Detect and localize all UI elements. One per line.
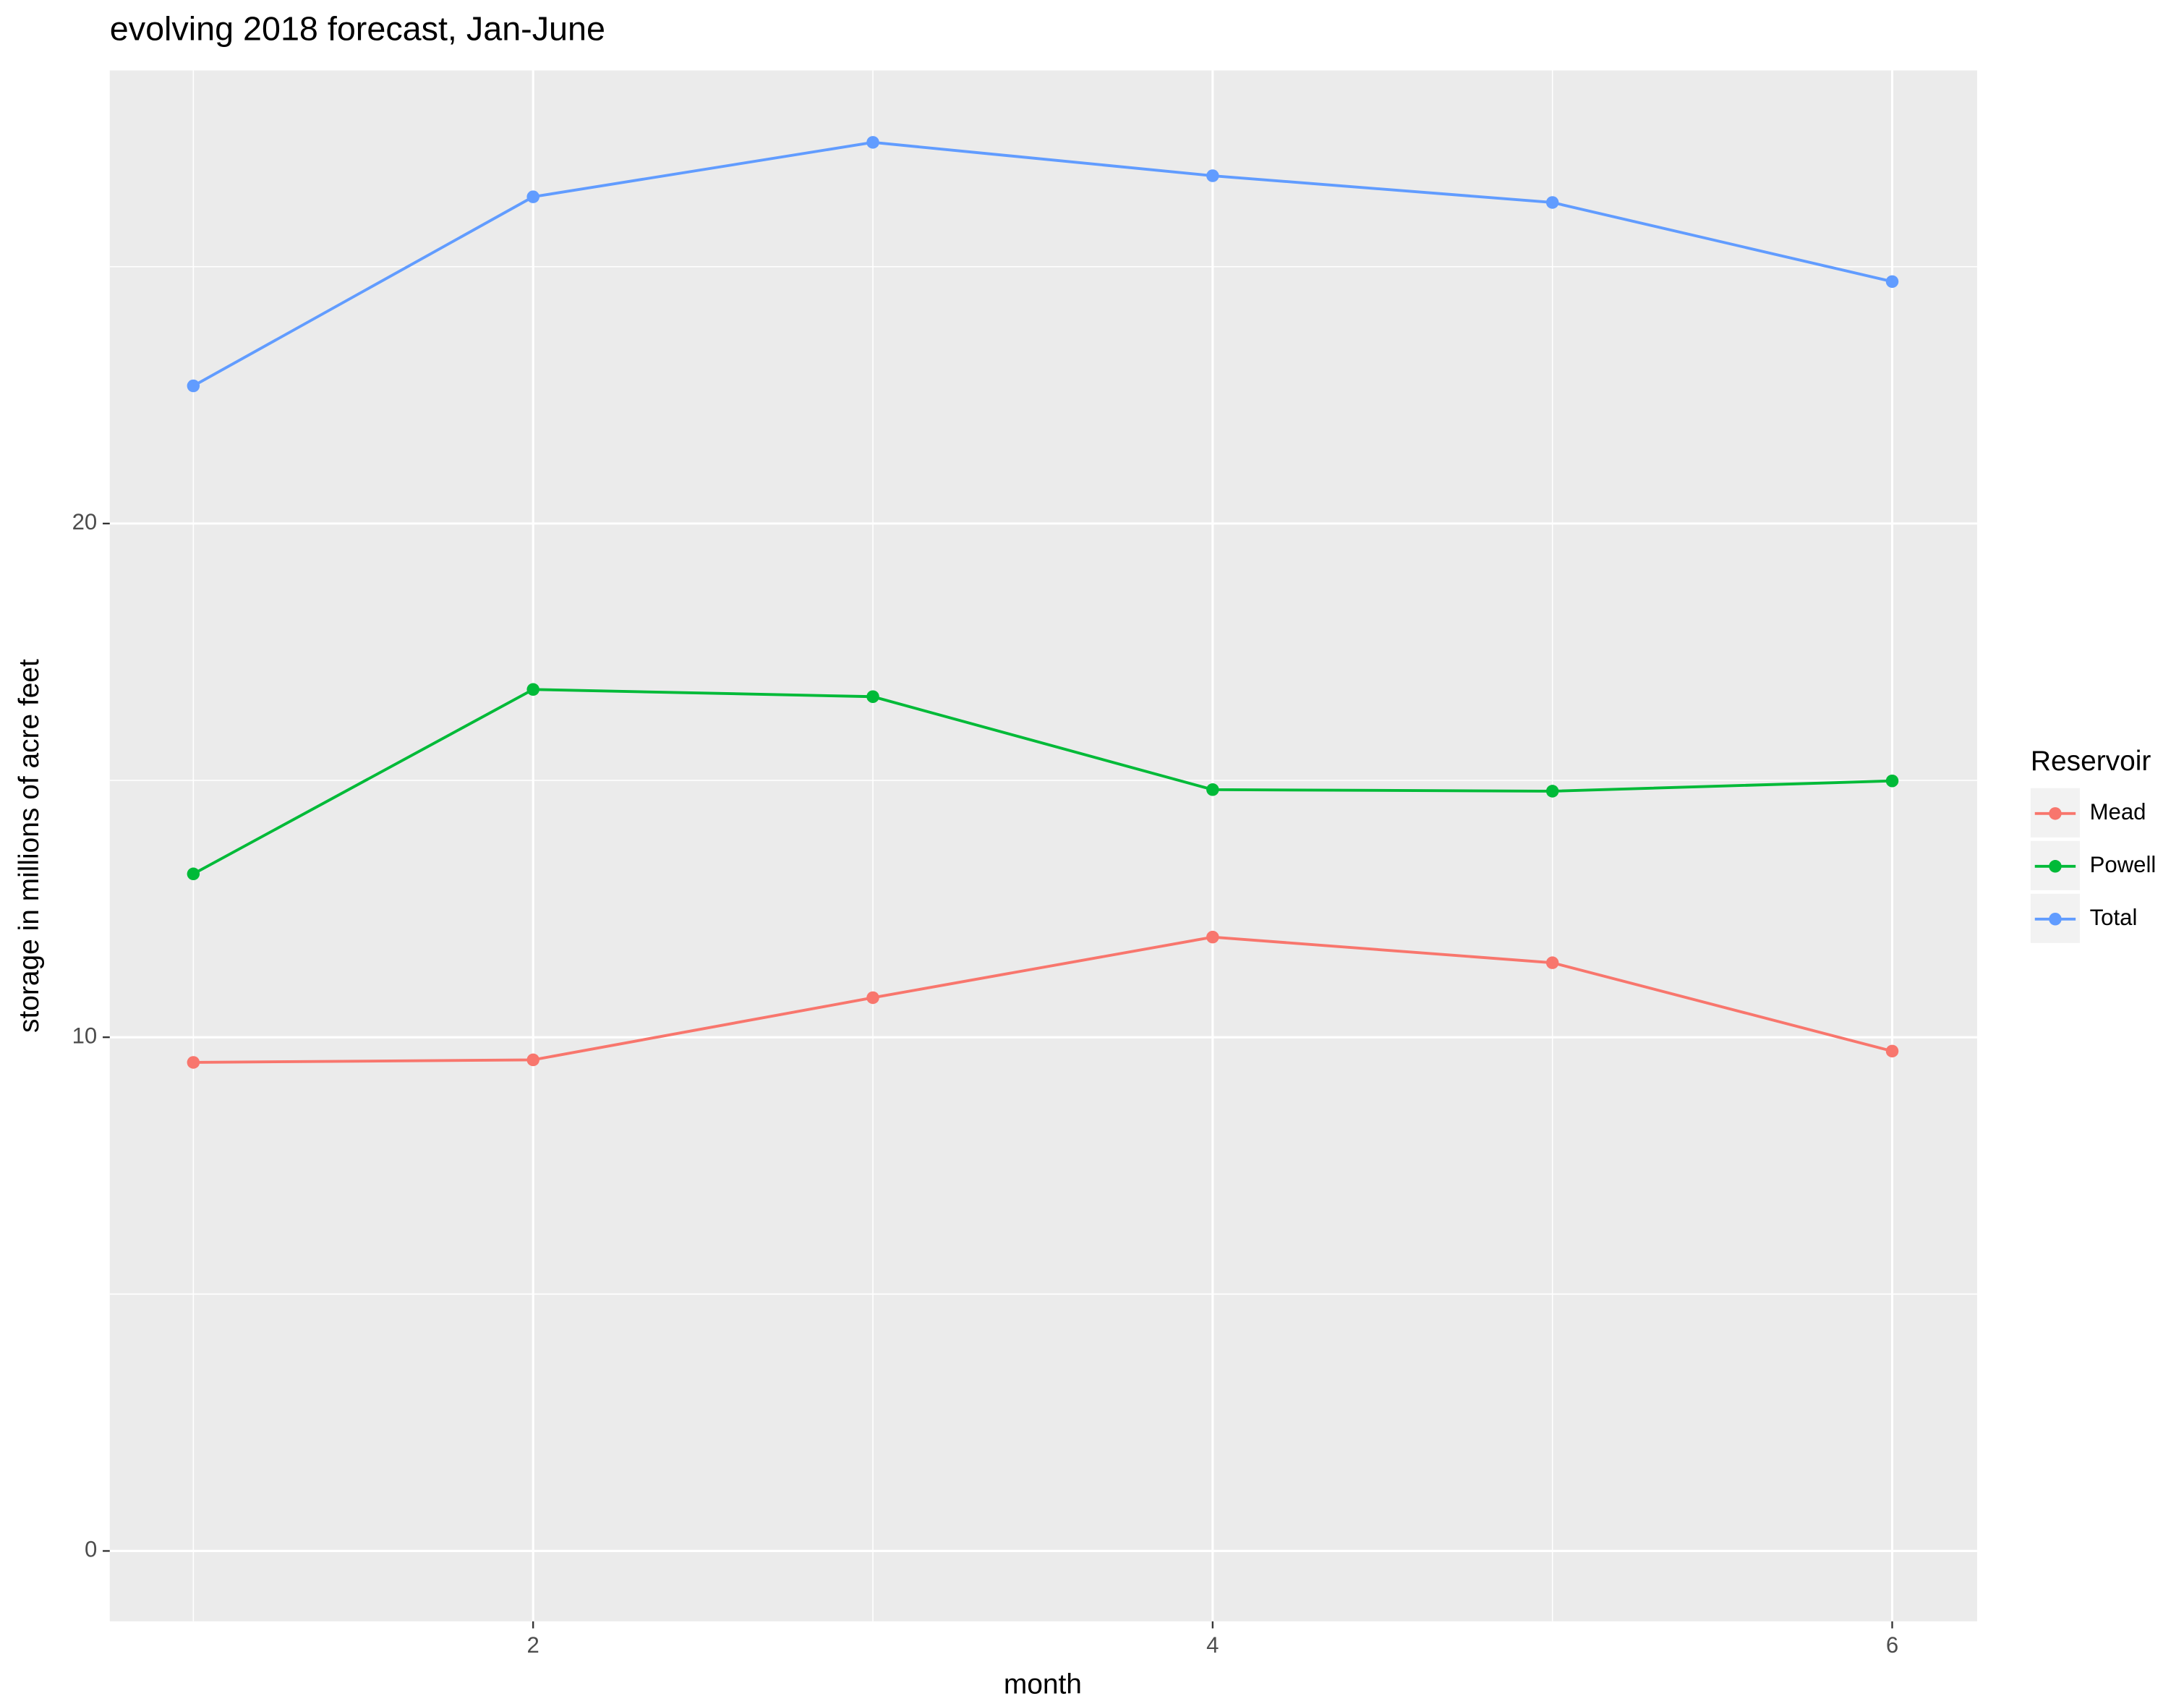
y-axis-label: storage in millions of acre feet (14, 659, 45, 1033)
data-point (1545, 956, 1559, 969)
data-point (1885, 1044, 1899, 1058)
series-line (193, 935, 1893, 1064)
data-point (1885, 275, 1899, 289)
panel (109, 70, 1977, 1622)
data-point (526, 190, 539, 203)
y-tick-label: 0 (85, 1537, 97, 1562)
data-point (1885, 774, 1899, 788)
data-point (187, 379, 200, 393)
legend-key-point (2049, 860, 2062, 873)
data-point (187, 867, 200, 881)
legend-key-point (2049, 913, 2062, 926)
legend-label: Mead (2090, 799, 2146, 824)
data-point (526, 1053, 539, 1067)
data-point (1206, 783, 1219, 796)
y-tick-label: 20 (72, 509, 98, 534)
legend-title: Reservoir (2031, 746, 2151, 777)
data-point (1206, 930, 1219, 944)
chart-title: evolving 2018 forecast, Jan-June (110, 9, 605, 47)
data-point (866, 991, 879, 1005)
legend-label: Powell (2090, 852, 2157, 877)
x-tick-label: 6 (1886, 1632, 1898, 1658)
legend-label: Total (2090, 905, 2138, 930)
y-tick-label: 10 (72, 1023, 98, 1048)
x-axis-label: month (1004, 1669, 1082, 1696)
legend-key-point (2049, 807, 2062, 820)
data-point (1545, 785, 1559, 798)
data-point (1545, 196, 1559, 209)
x-tick-label: 4 (1206, 1632, 1219, 1658)
data-point (187, 1056, 200, 1069)
data-point (866, 136, 879, 149)
data-point (1206, 169, 1219, 182)
data-point (866, 690, 879, 703)
series-line (192, 688, 1893, 876)
x-tick-label: 2 (527, 1632, 539, 1658)
data-point (526, 683, 539, 696)
series-line (192, 140, 1893, 388)
